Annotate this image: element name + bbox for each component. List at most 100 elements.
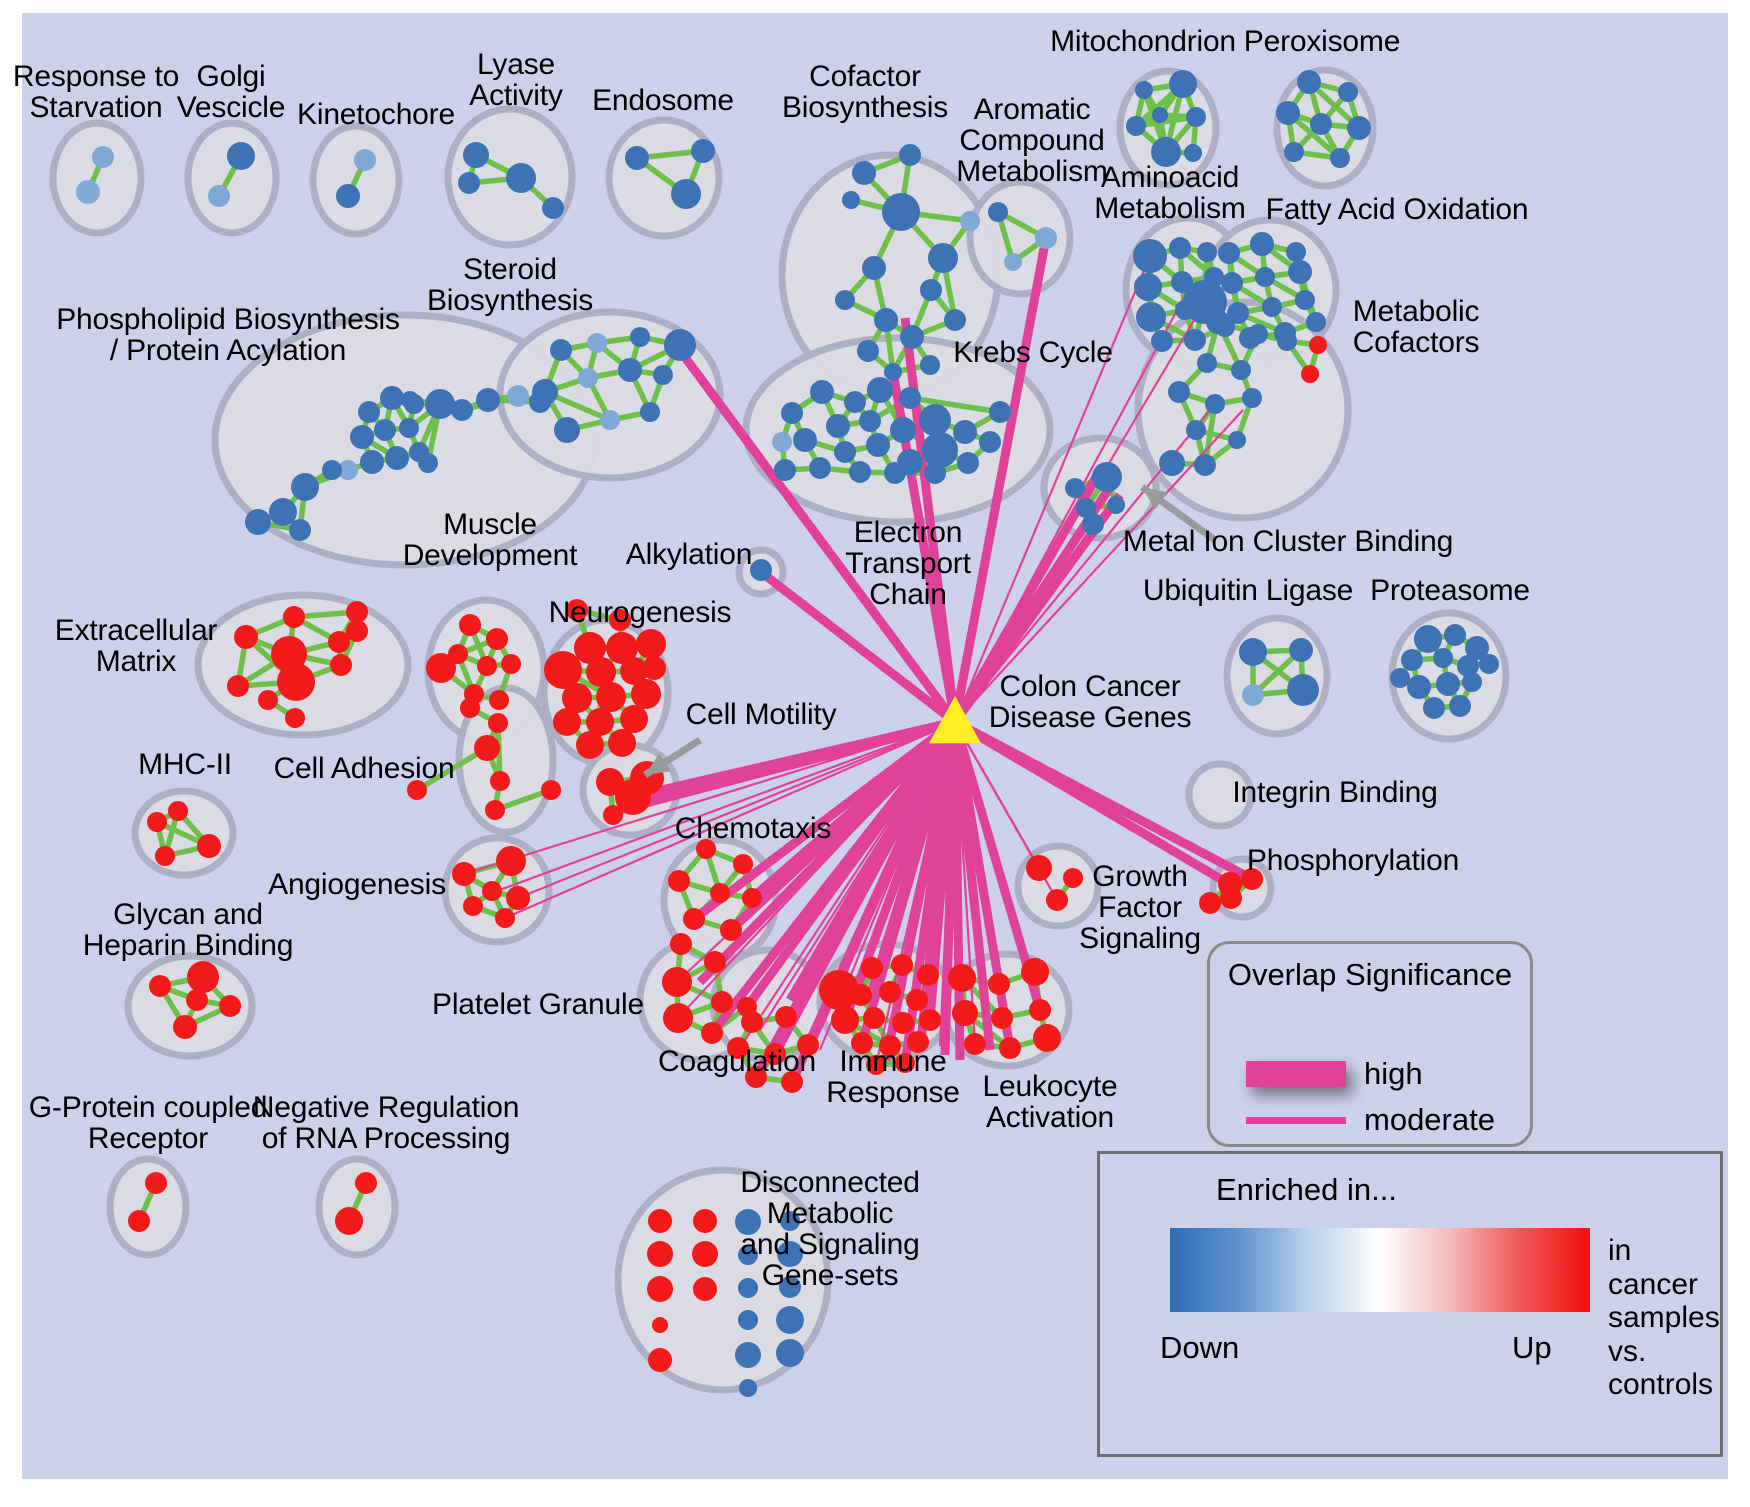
gene-set-node[interactable] — [859, 410, 881, 432]
gene-set-node[interactable] — [810, 380, 834, 404]
gene-set-node[interactable] — [566, 599, 588, 621]
gene-set-node[interactable] — [1171, 271, 1193, 293]
gene-set-node[interactable] — [227, 142, 255, 170]
gene-set-node[interactable] — [1330, 148, 1350, 168]
gene-set-node[interactable] — [587, 333, 607, 353]
gene-set-node[interactable] — [490, 771, 510, 791]
gene-set-node[interactable] — [197, 834, 221, 858]
gene-set-node[interactable] — [631, 679, 661, 709]
gene-set-node[interactable] — [335, 1207, 363, 1235]
gene-set-node[interactable] — [338, 460, 358, 480]
gene-set-node[interactable] — [809, 457, 831, 479]
gene-set-node[interactable] — [1297, 70, 1321, 94]
gene-set-node[interactable] — [1218, 242, 1240, 264]
disconnected-node[interactable] — [776, 1306, 804, 1334]
gene-set-node[interactable] — [671, 179, 701, 209]
gene-set-node[interactable] — [668, 870, 690, 892]
gene-set-node[interactable] — [1194, 454, 1216, 476]
gene-set-node[interactable] — [608, 729, 636, 757]
gene-set-node[interactable] — [1029, 999, 1051, 1021]
gene-set-node[interactable] — [1479, 654, 1499, 674]
gene-set-node[interactable] — [385, 446, 409, 470]
gene-set-node[interactable] — [882, 193, 920, 231]
gene-set-node[interactable] — [1107, 496, 1125, 514]
gene-set-node[interactable] — [636, 629, 666, 659]
gene-set-node[interactable] — [227, 675, 249, 697]
gene-set-node[interactable] — [358, 401, 380, 423]
disconnected-node[interactable] — [738, 1310, 758, 1330]
cluster-ellipse-response-to-starvation[interactable] — [49, 119, 145, 237]
gene-set-node[interactable] — [928, 243, 958, 273]
gene-set-node[interactable] — [485, 800, 505, 820]
disconnected-node[interactable] — [648, 1348, 672, 1372]
gene-set-node[interactable] — [1169, 70, 1197, 98]
gene-set-node[interactable] — [532, 379, 558, 405]
gene-set-node[interactable] — [168, 801, 188, 821]
gene-set-node[interactable] — [92, 146, 114, 168]
gene-set-node[interactable] — [322, 460, 342, 480]
gene-set-node[interactable] — [460, 698, 480, 718]
gene-set-node[interactable] — [1205, 394, 1225, 414]
gene-set-node[interactable] — [285, 708, 305, 728]
gene-set-node[interactable] — [1401, 649, 1423, 671]
gene-set-node[interactable] — [742, 888, 762, 908]
gene-set-node[interactable] — [953, 420, 977, 444]
gene-set-node[interactable] — [924, 462, 946, 484]
gene-set-node[interactable] — [720, 919, 742, 941]
disconnected-node[interactable] — [776, 1339, 804, 1367]
gene-set-node[interactable] — [653, 365, 673, 385]
gene-set-node[interactable] — [835, 290, 855, 310]
gene-set-node[interactable] — [711, 991, 733, 1013]
gene-set-node[interactable] — [328, 631, 350, 653]
gene-set-node[interactable] — [1423, 697, 1445, 719]
gene-set-node[interactable] — [866, 1055, 886, 1075]
gene-set-node[interactable] — [1035, 227, 1057, 249]
gene-set-node[interactable] — [1306, 312, 1326, 332]
gene-set-node[interactable] — [1136, 302, 1166, 332]
gene-set-node[interactable] — [1465, 636, 1489, 660]
disconnected-node[interactable] — [647, 1276, 673, 1302]
gene-set-node[interactable] — [550, 339, 572, 361]
gene-set-node[interactable] — [663, 1003, 693, 1033]
gene-set-node[interactable] — [892, 1012, 914, 1034]
gene-set-node[interactable] — [147, 812, 167, 832]
gene-set-node[interactable] — [979, 431, 1001, 453]
gene-set-node[interactable] — [1221, 272, 1243, 294]
disconnected-node[interactable] — [735, 1209, 761, 1235]
gene-set-node[interactable] — [948, 964, 976, 992]
gene-set-node[interactable] — [900, 325, 924, 349]
gene-set-node[interactable] — [781, 1071, 803, 1093]
gene-set-node[interactable] — [781, 402, 803, 424]
gene-set-node[interactable] — [401, 391, 419, 409]
gene-set-node[interactable] — [354, 149, 376, 171]
gene-set-node[interactable] — [879, 1035, 901, 1057]
gene-set-node[interactable] — [884, 363, 902, 381]
disconnected-node[interactable] — [693, 1209, 717, 1233]
gene-set-node[interactable] — [155, 846, 175, 866]
colon-cancer-disease-genes-hub[interactable] — [929, 696, 981, 744]
gene-set-node[interactable] — [474, 735, 500, 761]
gene-set-node[interactable] — [600, 410, 620, 430]
gene-set-node[interactable] — [1186, 107, 1206, 127]
gene-set-node[interactable] — [355, 1172, 377, 1194]
gene-set-node[interactable] — [553, 708, 581, 736]
gene-set-node[interactable] — [852, 161, 876, 185]
gene-set-node[interactable] — [775, 1006, 797, 1028]
gene-set-node[interactable] — [1347, 116, 1371, 140]
gene-set-node[interactable] — [696, 839, 716, 859]
gene-set-node[interactable] — [1462, 672, 1482, 692]
gene-set-node[interactable] — [1184, 329, 1206, 351]
gene-set-node[interactable] — [834, 441, 856, 463]
gene-set-node[interactable] — [630, 327, 650, 347]
gene-set-node[interactable] — [917, 964, 939, 986]
gene-set-node[interactable] — [459, 614, 481, 636]
gene-set-node[interactable] — [1004, 253, 1022, 271]
gene-set-node[interactable] — [289, 519, 311, 541]
gene-set-node[interactable] — [745, 1066, 767, 1088]
gene-set-node[interactable] — [1184, 144, 1202, 162]
gene-set-node[interactable] — [793, 428, 817, 452]
disconnected-node[interactable] — [779, 1276, 801, 1298]
gene-set-node[interactable] — [640, 402, 660, 422]
gene-set-node[interactable] — [1310, 113, 1332, 135]
gene-set-node[interactable] — [867, 377, 893, 403]
